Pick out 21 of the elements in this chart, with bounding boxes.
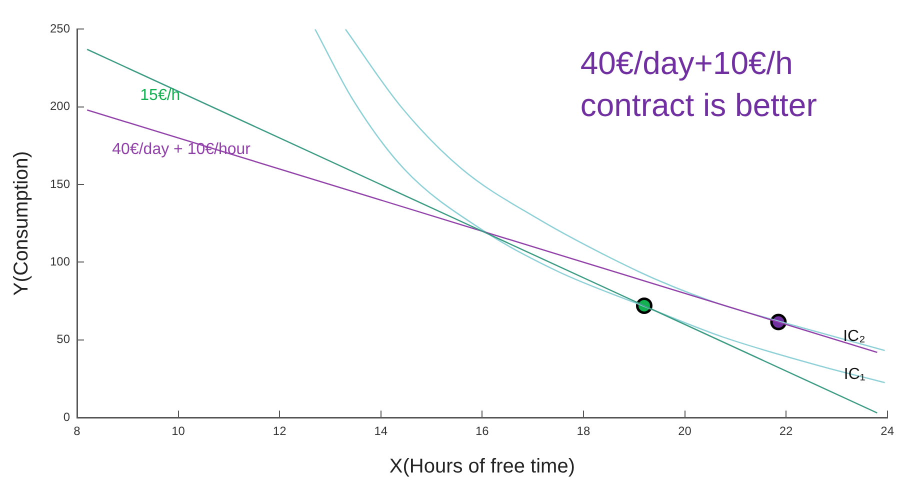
x-axis-title: X(Hours of free time) — [389, 456, 575, 478]
y-tick-label: 0 — [63, 410, 70, 424]
y-tick-label: 50 — [56, 332, 70, 346]
x-tick-label: 10 — [172, 424, 186, 438]
y-tick-label: 100 — [50, 254, 70, 269]
x-tick-label: 16 — [475, 424, 490, 438]
x-tick-label: 24 — [880, 424, 894, 438]
x-tick-label: 14 — [374, 424, 388, 438]
x-tick-label: 8 — [74, 424, 81, 438]
series-label: IC₁ — [844, 366, 866, 384]
y-tick-label: 250 — [50, 22, 70, 36]
series-label: IC₂ — [843, 328, 866, 345]
y-tick-label: 200 — [50, 99, 70, 114]
y-axis-title: Y(Consumption) — [10, 151, 33, 296]
x-tick-label: 20 — [678, 424, 692, 438]
annotation: 40€/day+10€/h contract is better — [580, 45, 818, 124]
y-tick-label: 150 — [50, 176, 70, 191]
x-tick-label: 22 — [779, 424, 794, 438]
x-tick-label: 18 — [576, 424, 590, 438]
series-label: 15€/h — [140, 87, 180, 104]
x-tick-label: 12 — [272, 424, 287, 438]
